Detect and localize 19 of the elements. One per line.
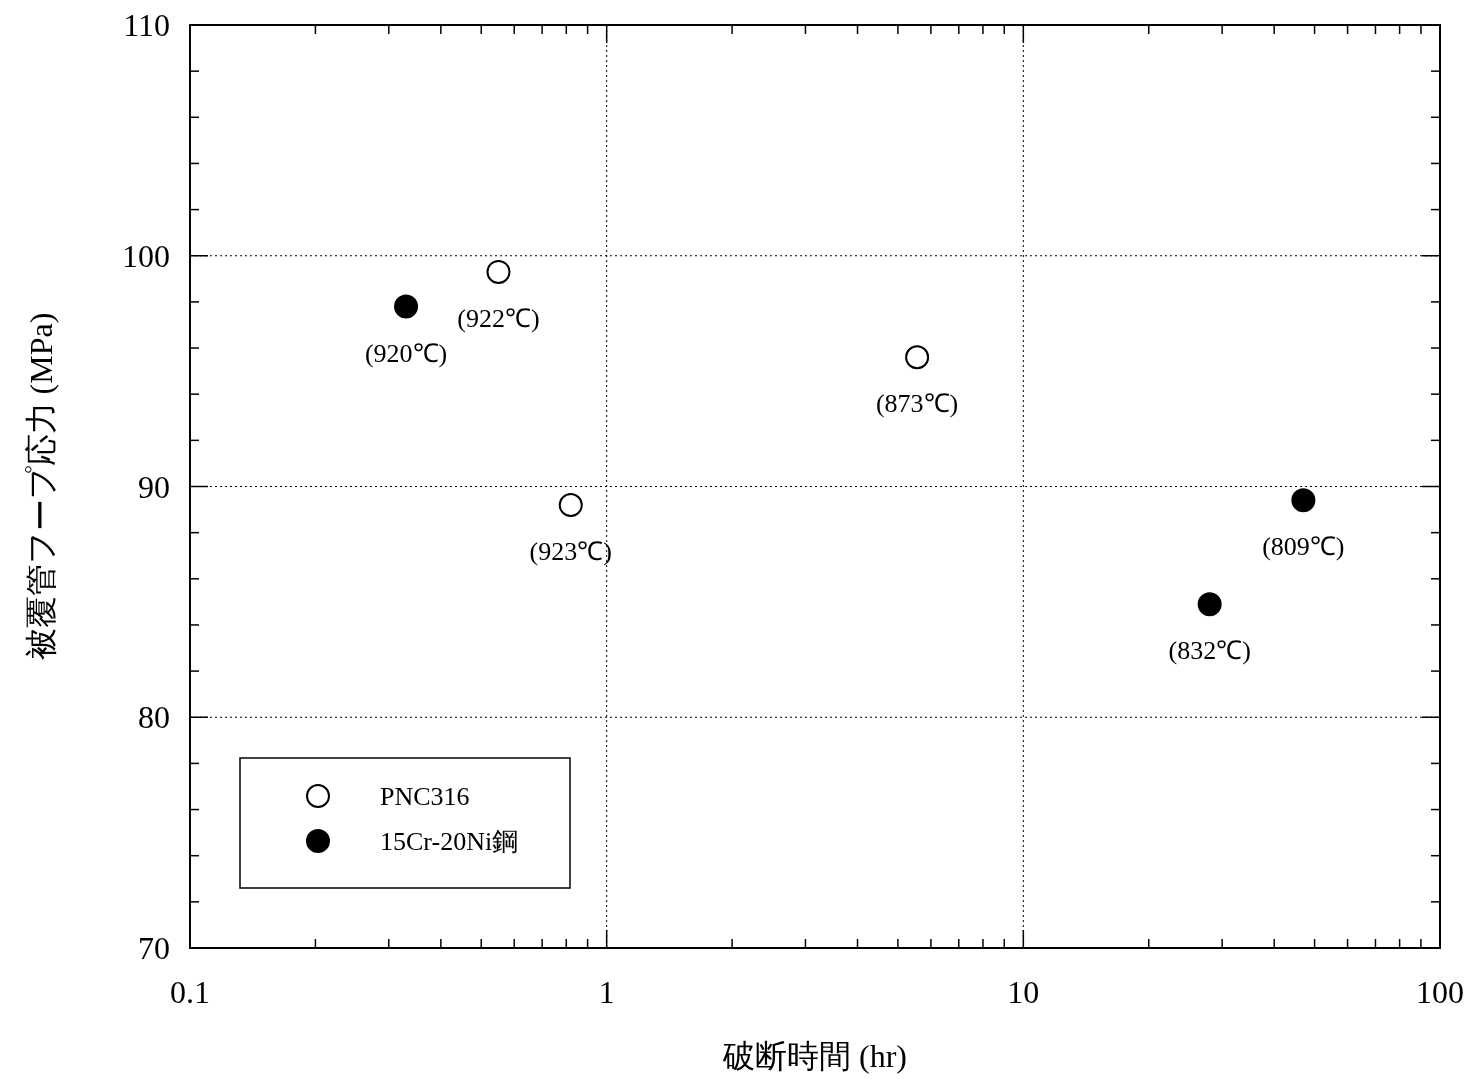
annotation: (923℃)	[529, 536, 612, 566]
annotation: (920℃)	[364, 338, 448, 368]
y-tick-label: 90	[138, 468, 170, 505]
x-tick-label: 100	[1416, 974, 1464, 1010]
y-axis-title: 被覆管フープ応力 (MPa)	[23, 312, 59, 661]
legend-label: PNC316	[380, 782, 470, 811]
x-tick-label: 0.1	[170, 974, 210, 1010]
x-axis-title: 破断時間 (hr)	[722, 1038, 907, 1074]
y-tick-label: 70	[138, 930, 170, 966]
y-tick-label: 80	[138, 699, 170, 736]
y-tick-label: 100	[122, 237, 170, 274]
annotation: (922℃)	[457, 303, 540, 333]
annotation: (832℃)	[1168, 636, 1251, 666]
x-tick-label: 10	[1007, 974, 1040, 1010]
y-tick-label: 110	[123, 7, 170, 43]
legend-label: 15Cr-20Ni鋼	[380, 827, 519, 856]
x-tick-label: 1	[598, 974, 615, 1010]
annotation: (873℃)	[875, 389, 959, 419]
annotation: (809℃)	[1262, 532, 1345, 562]
